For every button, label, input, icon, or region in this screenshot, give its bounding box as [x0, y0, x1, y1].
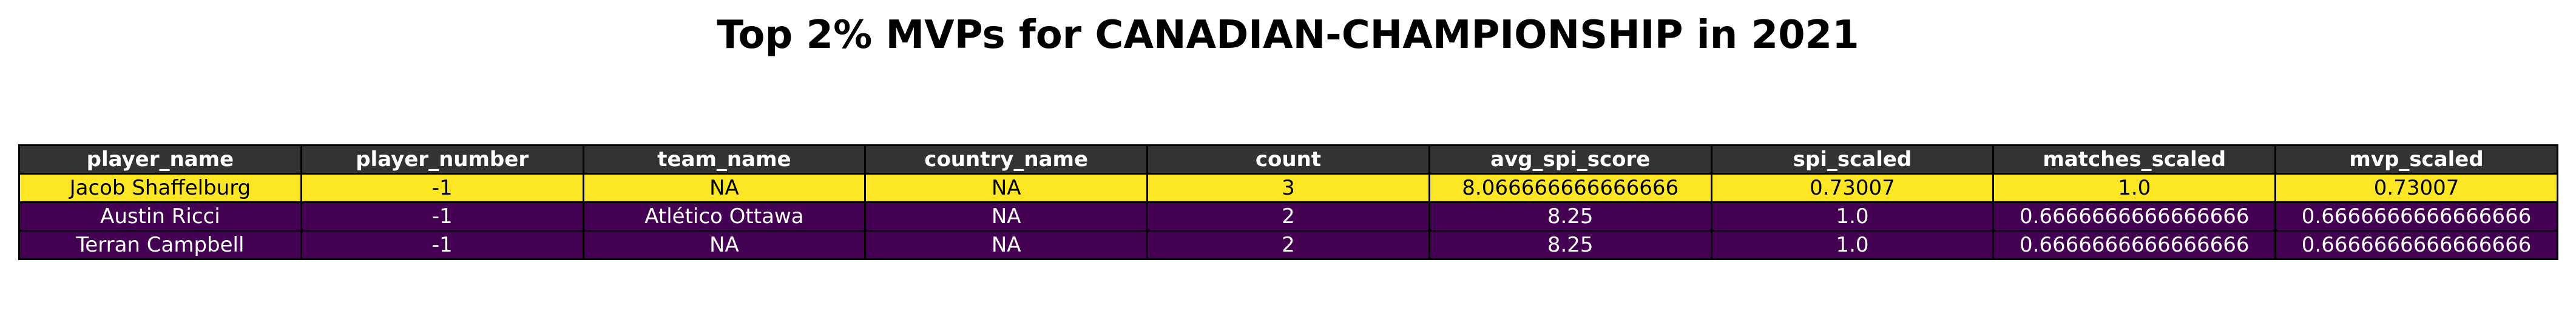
- table-cell-avg-spi-score: 8.25: [1428, 201, 1712, 232]
- table-body: Jacob Shaffelburg -1 NA NA 3 8.06666666666666…: [18, 173, 2558, 260]
- table-cell-avg-spi-score: 8.25: [1428, 230, 1712, 260]
- table-cell-matches-scaled: 0.6666666666666666: [1992, 201, 2277, 232]
- table-cell-player-name: Jacob Shaffelburg: [18, 173, 302, 203]
- table-cell-mvp-scaled: 0.6666666666666666: [2274, 230, 2558, 260]
- table-cell-spi-scaled: 1.0: [1710, 201, 1995, 232]
- column-header-mvp-scaled: mvp_scaled: [2274, 144, 2558, 175]
- table-cell-count: 2: [1146, 230, 1430, 260]
- table-cell-country-name: NA: [864, 173, 1149, 203]
- table-cell-player-name: Austin Ricci: [18, 201, 302, 232]
- table-row: Austin Ricci -1 Atlético Ottawa NA 2 8.25 1.0 0…: [18, 201, 2558, 232]
- table-cell-country-name: NA: [864, 230, 1149, 260]
- table-cell-player-name: Terran Campbell: [18, 230, 302, 260]
- table-cell-team-name: NA: [582, 230, 867, 260]
- column-header-country-name: country_name: [864, 144, 1149, 175]
- table-cell-player-number: -1: [300, 173, 584, 203]
- column-header-matches-scaled: matches_scaled: [1992, 144, 2277, 175]
- table-cell-matches-scaled: 0.6666666666666666: [1992, 230, 2277, 260]
- table-row: Jacob Shaffelburg -1 NA NA 3 8.06666666666666…: [18, 173, 2558, 203]
- table-row: Terran Campbell -1 NA NA 2 8.25 1.0 0.666666666…: [18, 230, 2558, 260]
- table-cell-spi-scaled: 1.0: [1710, 230, 1995, 260]
- table-cell-mvp-scaled: 0.6666666666666666: [2274, 201, 2558, 232]
- table-cell-team-name: Atlético Ottawa: [582, 201, 867, 232]
- table-cell-team-name: NA: [582, 173, 867, 203]
- table-header-row: player_name player_number team_name country…: [18, 144, 2558, 175]
- table-cell-mvp-scaled: 0.73007: [2274, 173, 2558, 203]
- table-cell-matches-scaled: 1.0: [1992, 173, 2277, 203]
- column-header-count: count: [1146, 144, 1430, 175]
- column-header-player-number: player_number: [300, 144, 584, 175]
- mvp-table: player_name player_number team_name country…: [18, 144, 2558, 260]
- table-cell-spi-scaled: 0.73007: [1710, 173, 1995, 203]
- table-cell-country-name: NA: [864, 201, 1149, 232]
- table-cell-count: 2: [1146, 201, 1430, 232]
- column-header-team-name: team_name: [582, 144, 867, 175]
- table-cell-player-number: -1: [300, 230, 584, 260]
- column-header-spi-scaled: spi_scaled: [1710, 144, 1995, 175]
- column-header-player-name: player_name: [18, 144, 302, 175]
- table-cell-player-number: -1: [300, 201, 584, 232]
- table-cell-count: 3: [1146, 173, 1430, 203]
- chart-title: Top 2% MVPs for CANADIAN-CHAMPIONSHIP in…: [717, 13, 1859, 58]
- column-header-avg-spi-score: avg_spi_score: [1428, 144, 1712, 175]
- table-cell-avg-spi-score: 8.066666666666666: [1428, 173, 1712, 203]
